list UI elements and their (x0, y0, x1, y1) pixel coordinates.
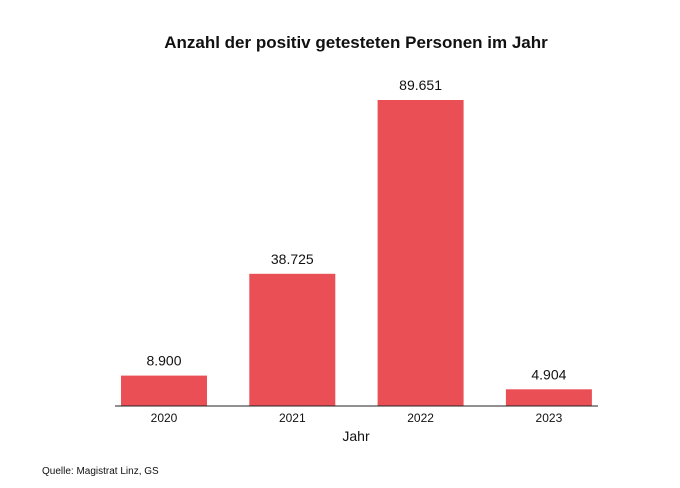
x-axis-label: Jahr (342, 428, 370, 444)
bar-2020 (121, 375, 207, 406)
x-tick-label-2022: 2022 (407, 411, 434, 425)
value-label-2023: 4.904 (531, 366, 566, 382)
bars-group: 8.900 38.725 89.651 4.904 (121, 77, 592, 406)
x-tick-label-2021: 2021 (279, 411, 306, 425)
bar-2022 (377, 100, 464, 406)
bar-2021 (249, 273, 336, 406)
x-tick-label-2023: 2023 (536, 411, 563, 425)
x-ticks-group: 2020 2021 2022 2023 (151, 411, 563, 425)
value-label-2021: 38.725 (271, 251, 314, 267)
chart-title: Anzahl der positiv getesteten Personen i… (164, 33, 548, 52)
source-note: Quelle: Magistrat Linz, GS (42, 466, 159, 477)
bar-2023 (505, 389, 592, 406)
value-label-2022: 89.651 (399, 77, 442, 93)
value-label-2020: 8.900 (146, 353, 181, 369)
x-tick-label-2020: 2020 (151, 411, 178, 425)
